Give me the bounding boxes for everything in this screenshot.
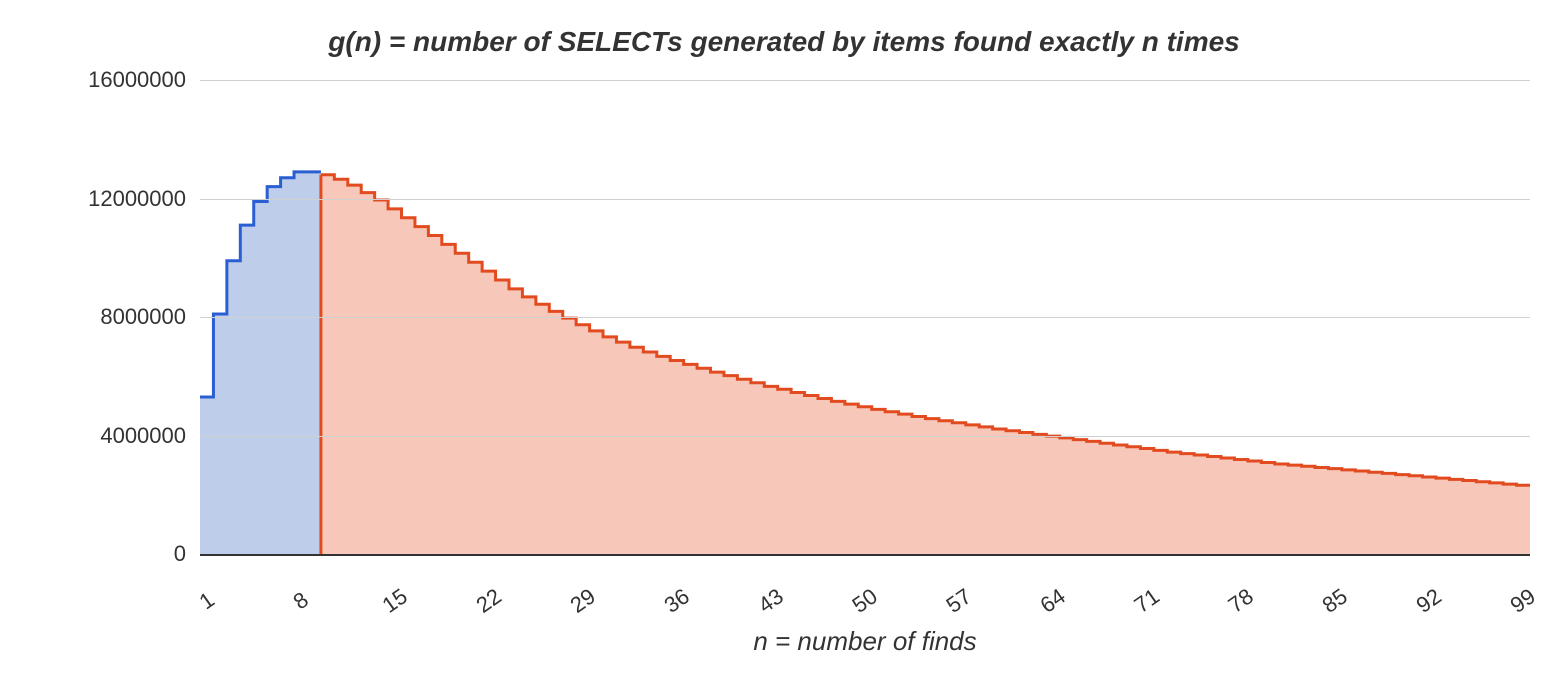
gridline: [200, 80, 1530, 81]
x-tick-label: 85: [1318, 583, 1353, 618]
plot-area: [200, 80, 1530, 556]
x-tick-label: 1: [194, 587, 219, 615]
y-tick-label: 16000000: [26, 67, 186, 93]
series2-fill: [321, 175, 1530, 554]
x-tick-label: 36: [659, 583, 694, 618]
x-tick-label: 78: [1224, 583, 1259, 618]
x-tick-label: 29: [565, 583, 600, 618]
gridline: [200, 436, 1530, 437]
x-axis-label: n = number of finds: [200, 626, 1530, 657]
y-tick-label: 0: [26, 541, 186, 567]
x-tick-label: 57: [942, 583, 977, 618]
y-tick-label: 4000000: [26, 423, 186, 449]
gridline: [200, 317, 1530, 318]
x-tick-label: 71: [1130, 583, 1165, 618]
x-tick-label: 99: [1506, 583, 1541, 618]
chart-title: g(n) = number of SELECTs generated by it…: [20, 26, 1548, 58]
x-tick-label: 64: [1036, 583, 1071, 618]
chart-container: g(n) = number of SELECTs generated by it…: [20, 20, 1548, 680]
x-tick-label: 8: [288, 587, 313, 615]
gridline: [200, 199, 1530, 200]
series1-fill: [200, 172, 321, 554]
x-tick-label: 15: [377, 583, 412, 618]
x-tick-label: 43: [753, 583, 788, 618]
x-tick-label: 92: [1412, 583, 1447, 618]
y-tick-label: 12000000: [26, 186, 186, 212]
y-tick-label: 8000000: [26, 304, 186, 330]
x-tick-label: 50: [848, 583, 883, 618]
x-tick-label: 22: [471, 583, 506, 618]
